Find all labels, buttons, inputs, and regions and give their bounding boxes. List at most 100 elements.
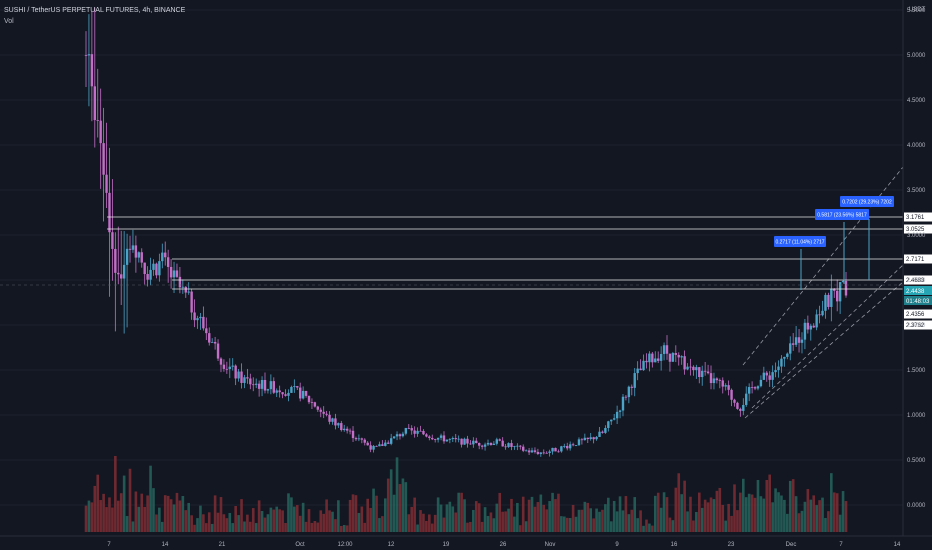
candle-body	[237, 371, 240, 379]
volume-bar	[143, 506, 146, 532]
volume-bar	[580, 509, 584, 532]
volume-bar	[621, 510, 625, 532]
volume-bar	[87, 500, 91, 532]
candle-body	[287, 392, 290, 396]
time-axis[interactable]: 7 14 21 Oct 12:00 12 19 26 Nov 9 16 23 Dec 7 14	[107, 542, 901, 548]
volume-bar	[753, 497, 757, 532]
candle-body	[128, 248, 132, 250]
volume-bar	[298, 515, 302, 532]
candle-body	[750, 387, 754, 388]
volume-bar	[116, 500, 120, 532]
volume-bar	[521, 496, 525, 532]
candle-body	[337, 423, 340, 426]
x-tick-label: Dec	[786, 542, 797, 548]
volume-bar	[483, 507, 487, 532]
candle-body	[665, 345, 669, 354]
candle-body	[492, 443, 496, 445]
volume-bar	[281, 510, 284, 532]
volume-bar	[316, 522, 320, 532]
candle-body	[313, 402, 317, 407]
candle-body	[260, 379, 264, 389]
volume-bar	[404, 482, 408, 532]
candle-body	[480, 445, 484, 447]
volume-bar	[187, 502, 191, 532]
volume-bar	[234, 505, 237, 532]
price-axis[interactable]: 5.5000 5.0000 4.5000 4.0000 3.5000 3.0000 2.50…	[907, 8, 926, 509]
candle-body	[158, 261, 161, 276]
candle-body	[753, 387, 757, 389]
candle-body	[431, 437, 434, 440]
volume-bar	[260, 510, 264, 532]
volume-bar	[809, 499, 813, 532]
level-label: 2.4356	[906, 312, 925, 318]
volume-bar	[598, 511, 601, 532]
volume-bar	[205, 523, 208, 532]
candle-body	[636, 368, 639, 374]
volume-bar	[172, 504, 176, 532]
volume-bar	[381, 516, 384, 532]
volume-bar	[545, 509, 548, 532]
volume-bar	[683, 480, 686, 532]
volume-bar	[507, 508, 510, 532]
volume-bar	[750, 494, 754, 532]
candle-body	[604, 427, 607, 433]
candle-body	[466, 438, 469, 444]
x-tick-label: 7	[839, 542, 843, 548]
volume-bar	[480, 521, 484, 532]
volume-bar	[313, 520, 317, 532]
volume-bar	[733, 484, 736, 532]
volume-bar	[542, 504, 546, 532]
volume-bar	[175, 492, 179, 532]
volume-bar	[392, 494, 396, 532]
volume-bar	[560, 516, 563, 532]
candle-body	[290, 386, 293, 393]
volume-bar	[715, 490, 719, 532]
candle-body	[844, 281, 848, 296]
candle-body	[278, 390, 281, 393]
volume-bar	[524, 521, 528, 532]
volume-bar	[301, 502, 305, 532]
candle-body	[166, 257, 170, 267]
candle-body	[354, 438, 358, 440]
level-label-box	[904, 212, 932, 222]
volume-bar	[624, 496, 628, 532]
volume-bar	[445, 504, 449, 532]
volume-bar	[736, 510, 739, 532]
candle-body	[483, 444, 487, 447]
volume-bar	[686, 511, 689, 532]
candle-body	[96, 120, 99, 121]
y-tick-label: 2.0000	[907, 323, 926, 329]
volume-bar	[319, 510, 323, 532]
candle-body	[545, 452, 548, 454]
volume-bar	[202, 514, 205, 532]
volume-bar	[609, 521, 613, 532]
candle-body	[721, 380, 724, 387]
measure-box	[840, 196, 894, 207]
candle-body	[140, 252, 143, 263]
volume-bar	[668, 517, 672, 532]
candle-body	[551, 447, 554, 452]
candle-body	[715, 378, 719, 381]
volume-bar	[551, 492, 554, 532]
volume-bar	[703, 499, 707, 532]
candle-body	[134, 245, 138, 258]
volume-bar	[639, 510, 642, 532]
volume-bar	[240, 499, 243, 532]
candle-body	[639, 368, 642, 371]
volume-bar	[384, 498, 387, 532]
volume-bar	[516, 502, 519, 532]
measure-label: 0.2717 (11.04%) 2717	[775, 240, 824, 246]
volume-bar	[257, 500, 261, 532]
volume-bar	[469, 521, 472, 532]
candle-body	[794, 337, 798, 345]
volume-bar	[119, 493, 123, 532]
candle-body	[263, 379, 267, 391]
candle-body	[589, 437, 592, 439]
candle-body	[542, 452, 545, 454]
volume-bar	[193, 524, 196, 532]
candle-body	[566, 445, 569, 449]
volume-bar	[454, 512, 458, 532]
volume-bar	[96, 474, 100, 532]
volume-bar	[407, 514, 411, 532]
